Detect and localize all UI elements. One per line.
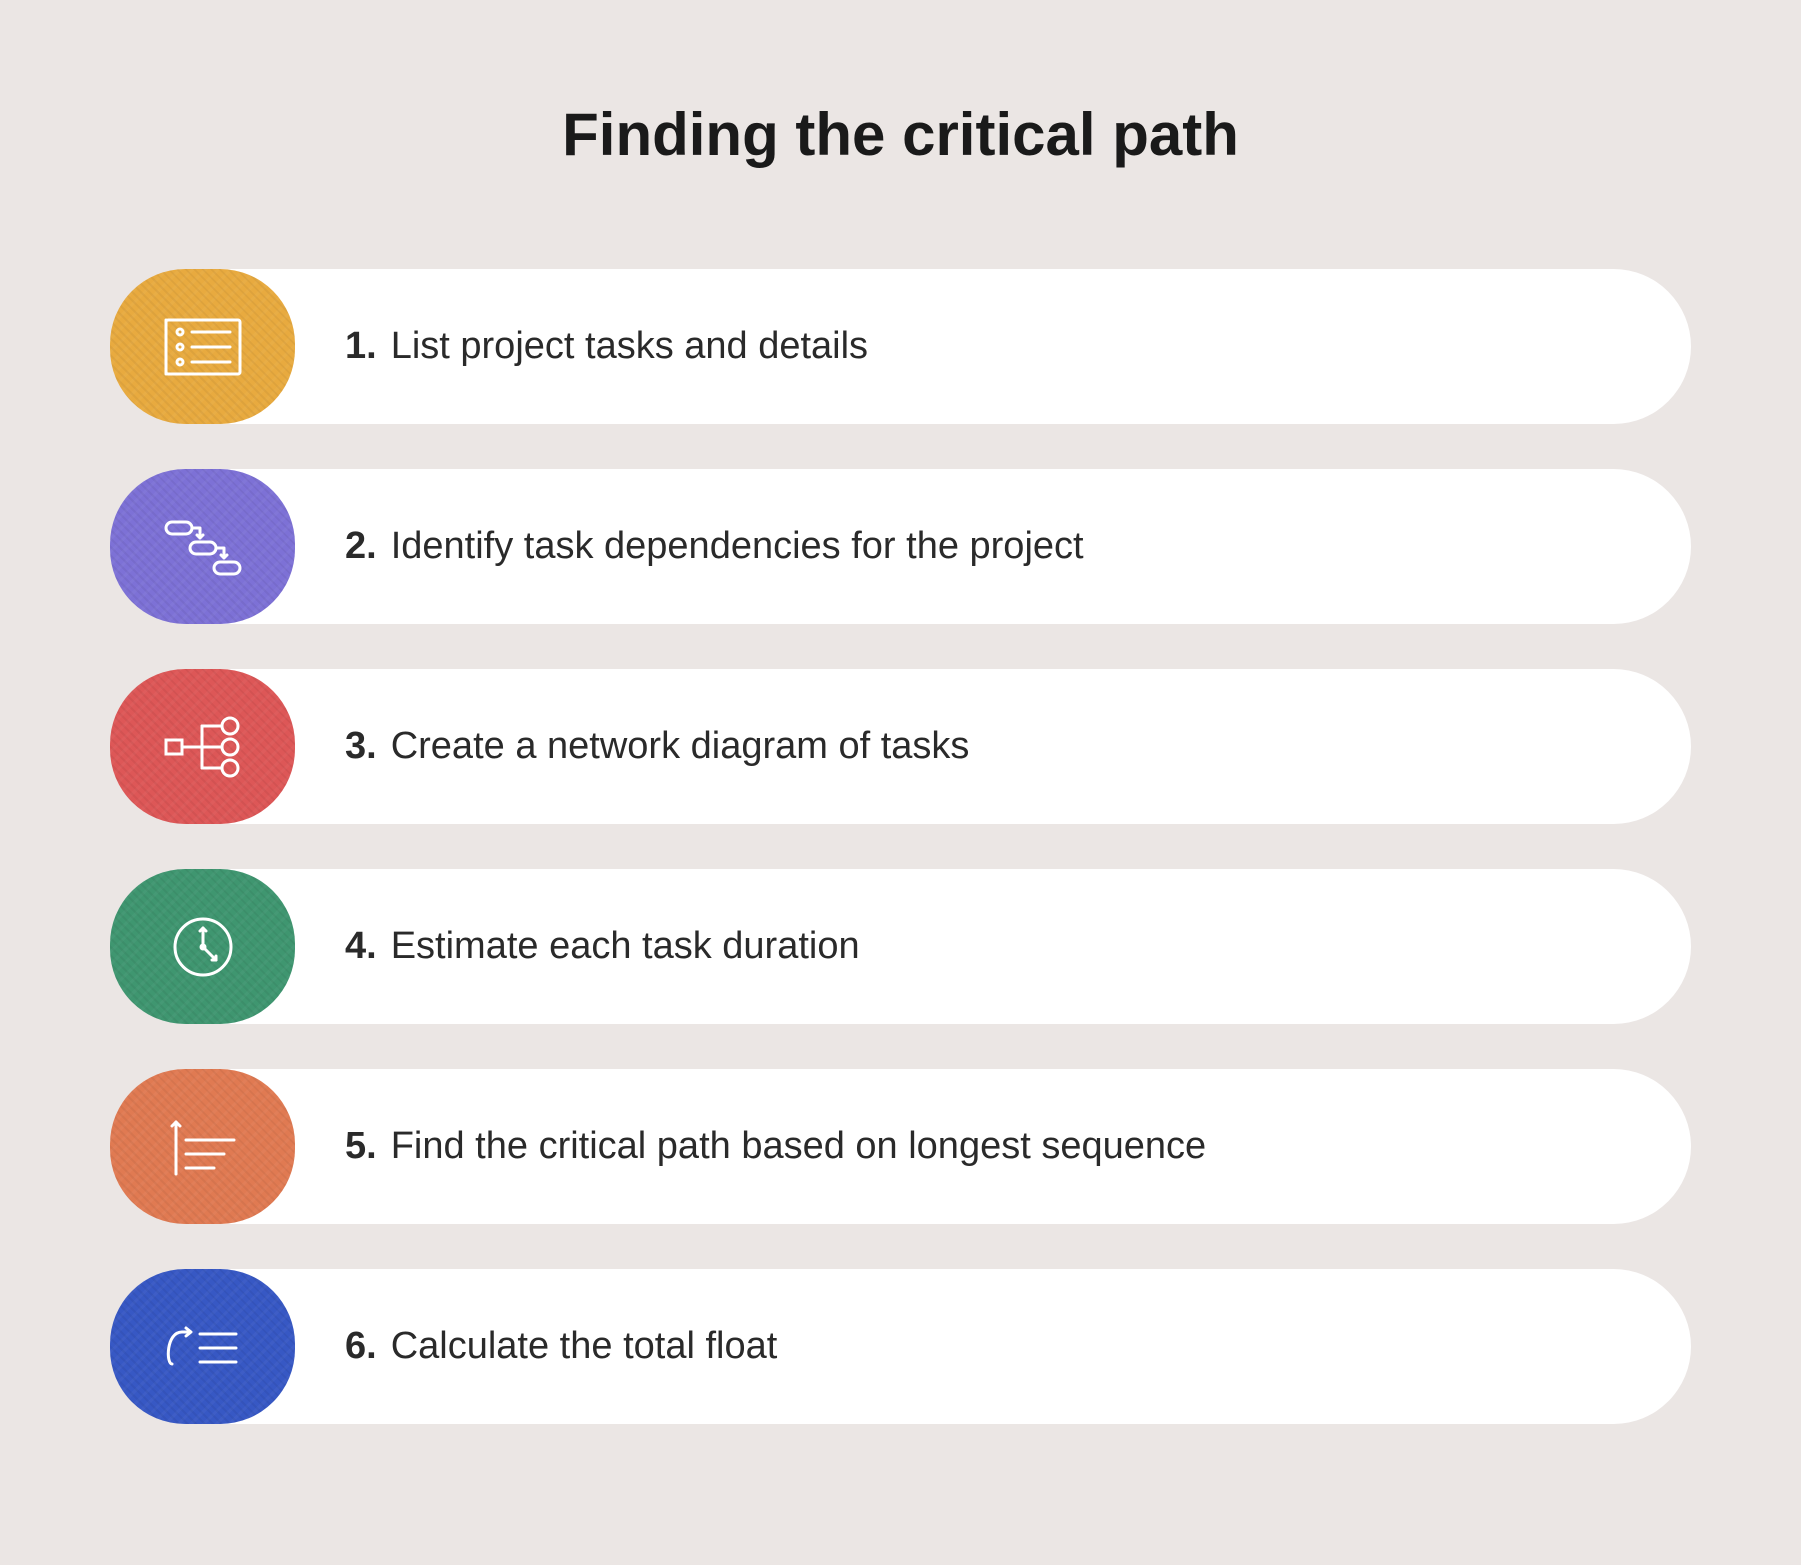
step-number: 2. [345,525,377,568]
step-text-5: 5. Find the critical path based on longe… [345,1125,1206,1168]
icon-badge-1 [110,269,295,424]
list-details-icon [158,312,248,382]
float-loop-icon [158,1312,248,1382]
clock-icon [158,912,248,982]
step-row-4: 4. Estimate each task duration [110,869,1691,1024]
step-row-3: 3. Create a network diagram of tasks [110,669,1691,824]
step-number: 1. [345,325,377,368]
step-row-6: 6. Calculate the total float [110,1269,1691,1424]
icon-badge-4 [110,869,295,1024]
step-text-2: 2. Identify task dependencies for the pr… [345,525,1084,568]
step-row-1: 1. List project tasks and details [110,269,1691,424]
network-diagram-icon [158,712,248,782]
step-row-2: 2. Identify task dependencies for the pr… [110,469,1691,624]
dependencies-icon [158,512,248,582]
step-number: 5. [345,1125,377,1168]
step-row-5: 5. Find the critical path based on longe… [110,1069,1691,1224]
step-label: Estimate each task duration [391,925,860,968]
step-number: 3. [345,725,377,768]
longest-path-icon [158,1112,248,1182]
page-title: Finding the critical path [110,100,1691,169]
step-text-3: 3. Create a network diagram of tasks [345,725,969,768]
icon-badge-2 [110,469,295,624]
steps-list: 1. List project tasks and details 2. Ide… [110,269,1691,1424]
step-label: Find the critical path based on longest … [391,1125,1206,1168]
icon-badge-6 [110,1269,295,1424]
step-label: Identify task dependencies for the proje… [391,525,1084,568]
step-number: 6. [345,1325,377,1368]
step-label: Create a network diagram of tasks [391,725,970,768]
step-label: Calculate the total float [391,1325,778,1368]
icon-badge-5 [110,1069,295,1224]
step-text-4: 4. Estimate each task duration [345,925,860,968]
step-number: 4. [345,925,377,968]
step-text-6: 6. Calculate the total float [345,1325,777,1368]
step-text-1: 1. List project tasks and details [345,325,868,368]
step-label: List project tasks and details [391,325,868,368]
icon-badge-3 [110,669,295,824]
